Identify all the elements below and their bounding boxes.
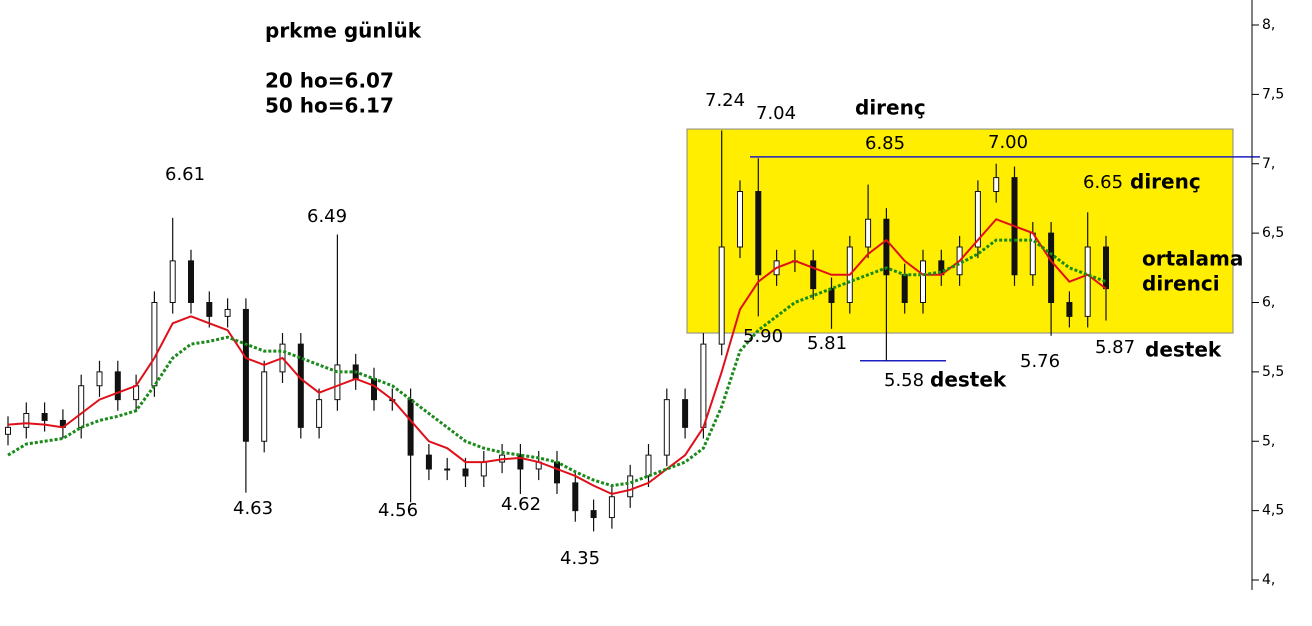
annotation: 50 ho=6.17	[265, 94, 394, 118]
annotation: 4.63	[233, 498, 273, 519]
y-tick-label: 6,5	[1262, 225, 1284, 241]
annotation: 7.24	[705, 90, 745, 111]
candle-body	[133, 385, 140, 401]
candle-body	[700, 343, 707, 428]
range-box	[686, 128, 1234, 334]
candle-body	[590, 510, 597, 519]
annotation: 4.62	[501, 494, 541, 515]
annotation: direnç	[855, 96, 926, 120]
candle-body	[224, 308, 231, 317]
candle-body	[883, 218, 890, 276]
candle-body	[920, 260, 926, 303]
annotation: 20 ho=6.07	[265, 69, 394, 93]
candle-body	[188, 260, 194, 303]
candle-body	[407, 399, 414, 456]
candle-body	[78, 385, 85, 428]
candle-body	[517, 454, 524, 470]
candle-body	[96, 371, 103, 387]
candle-body	[737, 191, 743, 248]
candle-body	[151, 302, 158, 387]
candle-body	[993, 177, 1000, 192]
candle-body	[810, 260, 817, 290]
candle-body	[444, 468, 451, 471]
candle-body	[974, 191, 981, 248]
candle-body	[627, 475, 634, 498]
annotation: 6.65	[1083, 172, 1123, 193]
candle-body	[297, 343, 304, 428]
candle-body	[1066, 302, 1073, 317]
candle-body	[206, 302, 213, 317]
candle-body	[608, 496, 615, 519]
y-tick-label: 5,5	[1262, 364, 1284, 380]
candle-body	[425, 454, 432, 470]
candle-body	[41, 413, 48, 421]
candle-body	[242, 308, 249, 442]
candle-body	[371, 378, 377, 401]
annotation: direnci	[1142, 272, 1220, 296]
candle-body	[1048, 232, 1055, 303]
y-tick-label: 6,	[1262, 295, 1275, 311]
annotation: 6.61	[165, 164, 205, 185]
candle-body	[572, 482, 579, 512]
candle-body	[169, 260, 176, 303]
annotation: 6.49	[307, 206, 347, 227]
annotation: destek	[1145, 338, 1222, 362]
y-tick-label: 4,	[1262, 572, 1275, 588]
moving-average	[7, 218, 1107, 496]
annotation: 5.87	[1095, 337, 1135, 358]
candle-body	[23, 413, 30, 428]
candle-body	[114, 371, 121, 401]
candle-body	[645, 454, 652, 477]
y-tick-label: 5,	[1262, 433, 1275, 449]
annotation: direnç	[1130, 170, 1201, 194]
candle-body	[261, 371, 268, 442]
moving-average	[7, 238, 1107, 488]
candle-body	[5, 426, 11, 435]
candle-body	[480, 461, 487, 477]
y-tick-label: 4,5	[1262, 503, 1284, 519]
annotation: 7.04	[756, 103, 796, 124]
candle-body	[663, 399, 670, 456]
candle-body	[462, 468, 469, 477]
annotation: 5.81	[807, 333, 847, 354]
annotation: 4.35	[560, 548, 600, 569]
candle-body	[554, 461, 560, 484]
annotation: 6.85	[865, 133, 905, 154]
annotation: 5.90	[743, 326, 783, 347]
annotation: 7.00	[988, 132, 1028, 153]
candle-body	[901, 274, 908, 303]
y-tick-label: 7,	[1262, 156, 1275, 172]
annotation: 4.56	[378, 500, 418, 521]
y-tick-label: 8,	[1262, 17, 1275, 33]
candle-body	[755, 191, 762, 276]
candle-body	[828, 288, 835, 303]
y-tick-label: 7,5	[1262, 86, 1284, 102]
annotation: 5.76	[1020, 351, 1060, 372]
candle-body	[316, 399, 323, 428]
candle-body	[334, 364, 341, 401]
candle-body	[865, 218, 872, 248]
annotation: destek	[930, 368, 1007, 392]
candle-body	[682, 399, 689, 428]
candle-body	[718, 246, 725, 345]
annotation: 5.58	[884, 370, 924, 391]
chart-title: prkme günlük	[265, 19, 422, 43]
candle-body	[1084, 246, 1091, 317]
annotation: ortalama	[1142, 247, 1243, 271]
